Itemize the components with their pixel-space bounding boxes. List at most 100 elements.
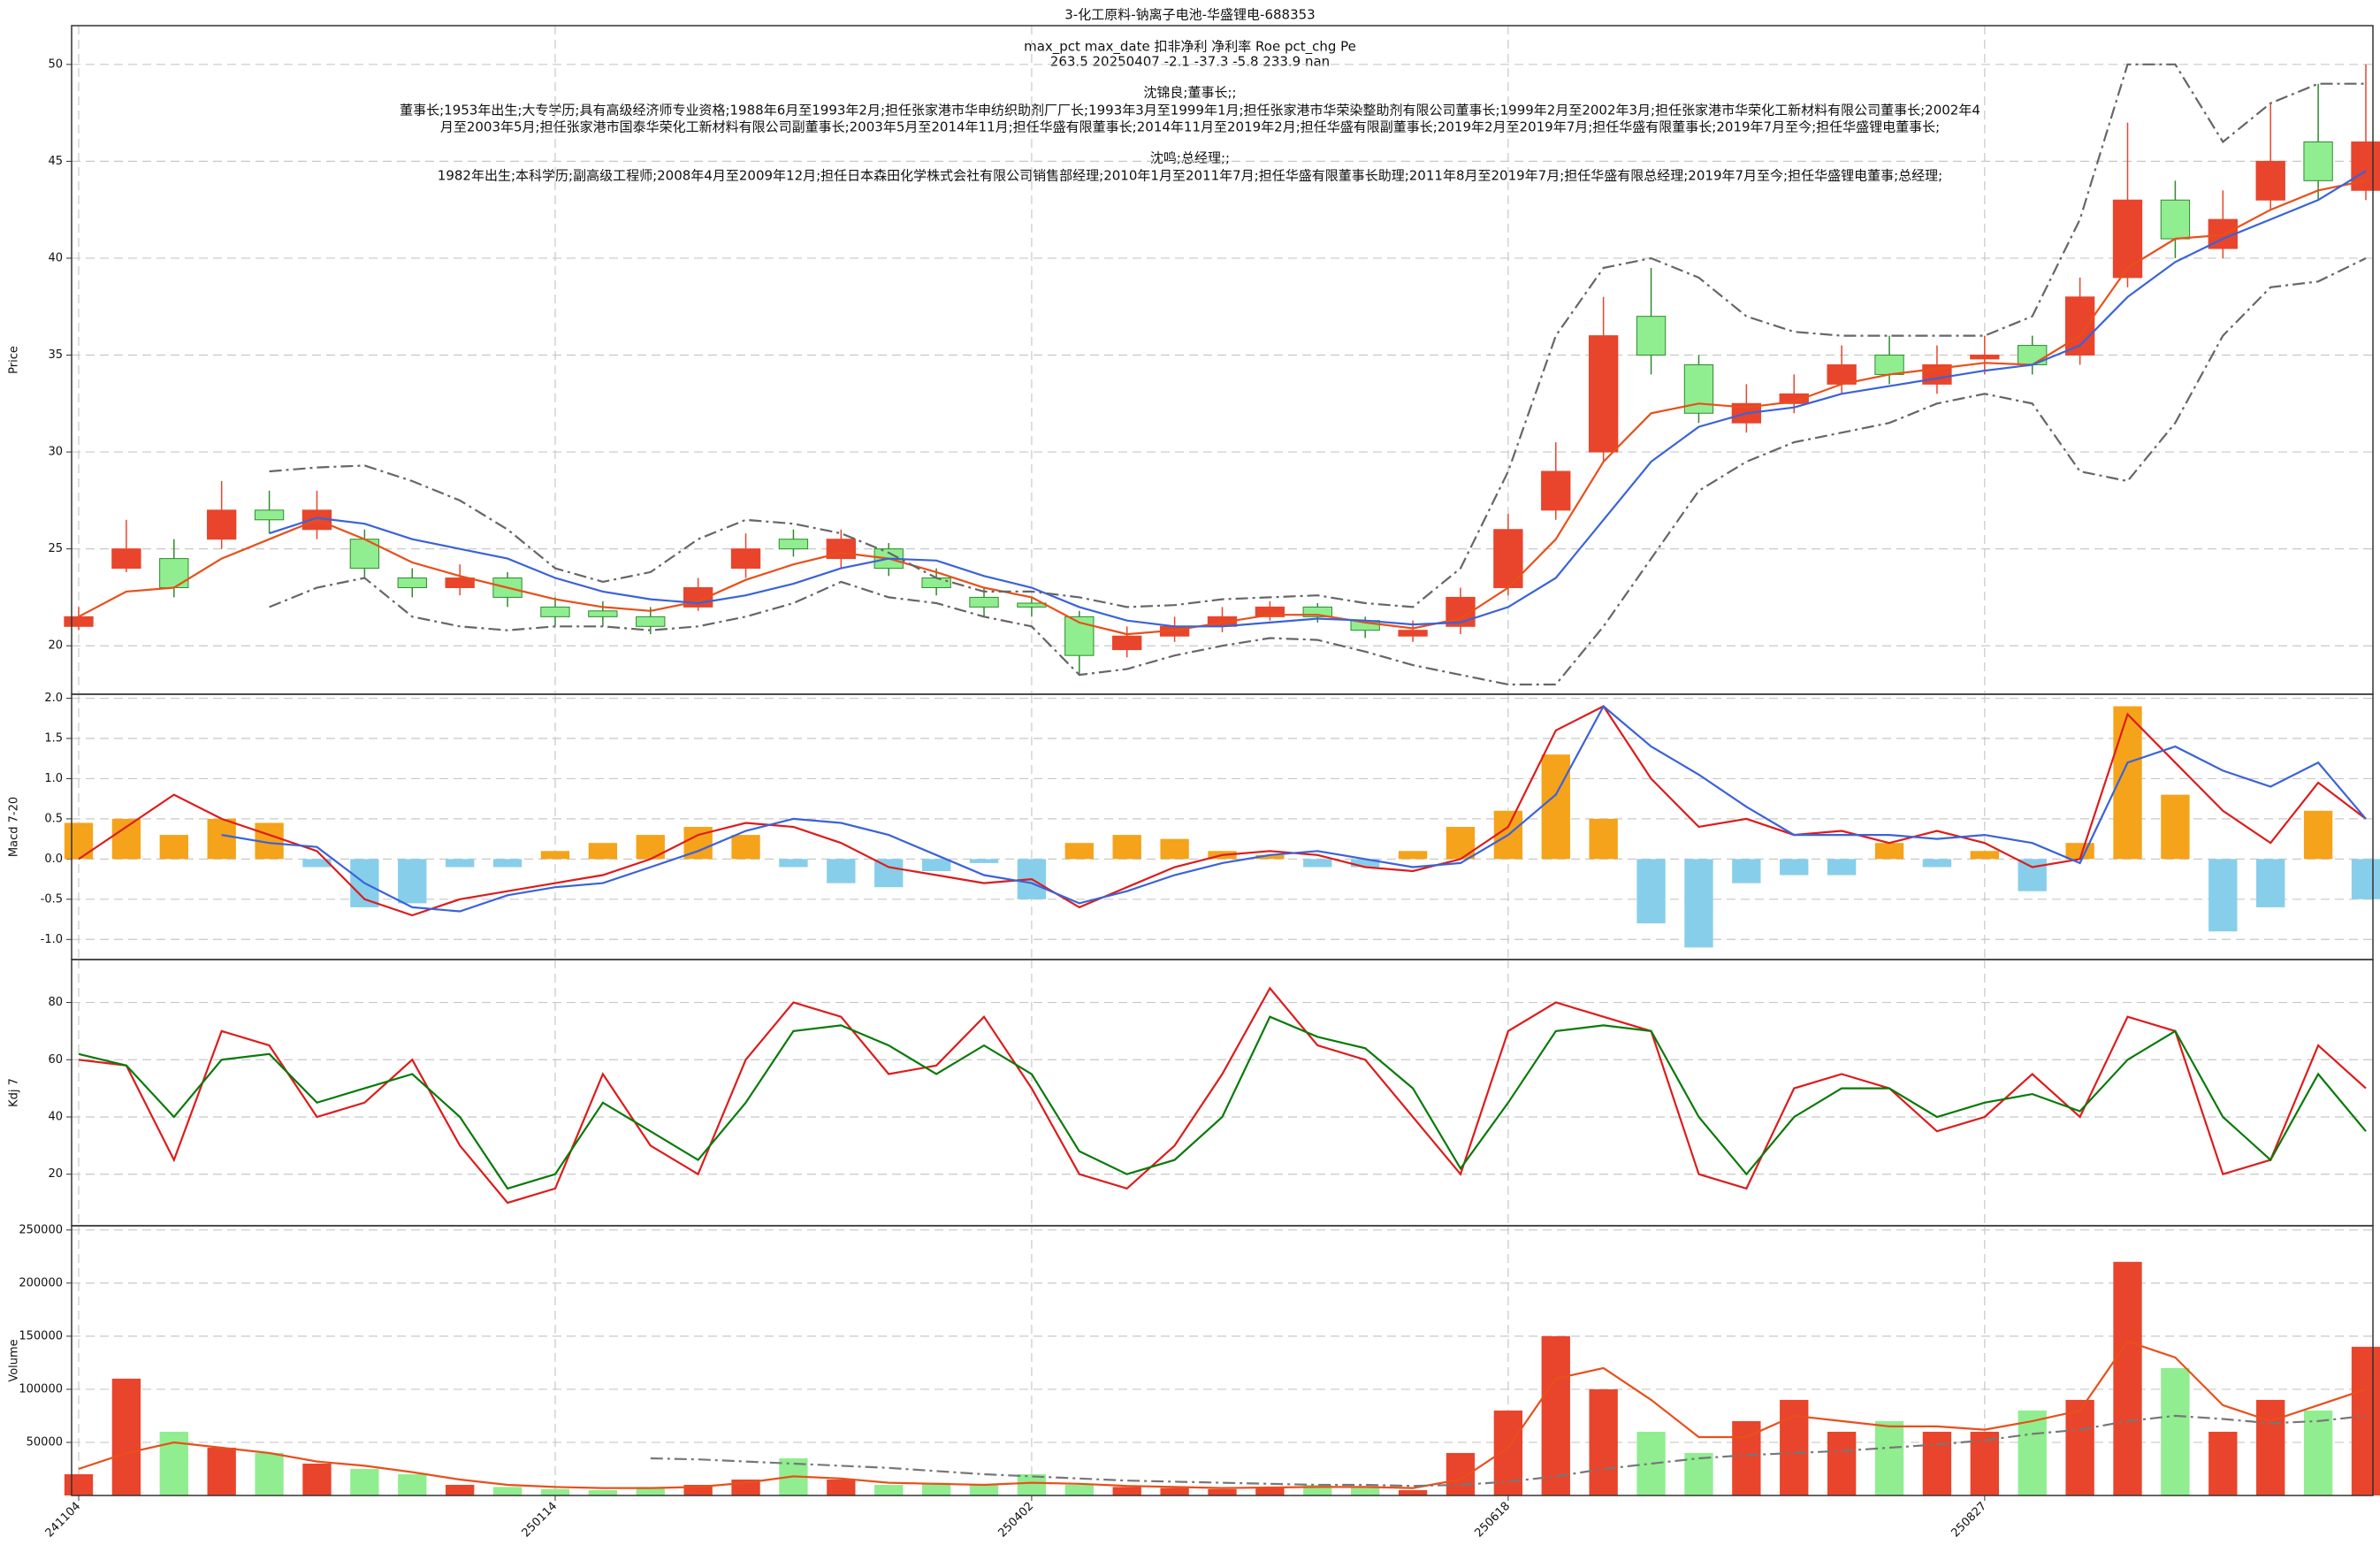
candle-body xyxy=(1302,606,1332,617)
y-axis-label: Volume xyxy=(8,1339,21,1381)
volume-bar xyxy=(1589,1388,1618,1495)
macd-bar xyxy=(1112,835,1141,860)
y-tick-label: 25 xyxy=(48,542,63,555)
y-axis-label: Macd 7-20 xyxy=(8,797,21,857)
y-tick-label: 40 xyxy=(48,251,63,264)
volume-bar xyxy=(2018,1410,2047,1495)
y-tick-label: 0.0 xyxy=(44,853,63,866)
candle-body xyxy=(397,577,427,588)
y-tick-label: 0.5 xyxy=(44,812,63,825)
volume-bar xyxy=(2256,1399,2285,1495)
macd-bar xyxy=(1636,859,1666,924)
macd-bar xyxy=(1922,859,1952,868)
macd-bar xyxy=(2161,794,2190,860)
y-tick-label: 200000 xyxy=(19,1276,63,1289)
volume-bar xyxy=(588,1489,618,1495)
y-axis-label: Kdj 7 xyxy=(8,1078,21,1107)
x-tick-label: 250402 xyxy=(996,1500,1037,1541)
y-tick-label: 20 xyxy=(48,1167,63,1181)
volume-bar xyxy=(302,1463,332,1495)
volume-bar xyxy=(159,1431,188,1495)
macd-bar xyxy=(1303,859,1332,868)
macd-bar xyxy=(159,835,188,860)
line xyxy=(269,170,2367,628)
volume-bar xyxy=(445,1484,475,1495)
candle-body xyxy=(1017,602,1047,608)
y-tick-label: -0.5 xyxy=(41,892,63,906)
volume-bar xyxy=(874,1484,904,1495)
volume-bar xyxy=(969,1484,999,1495)
candle-body xyxy=(2112,199,2143,279)
y-tick-label: 150000 xyxy=(19,1329,63,1342)
volume-bar xyxy=(2351,1346,2380,1495)
candle-body xyxy=(921,577,951,588)
volume-bar xyxy=(1017,1473,1047,1495)
line xyxy=(78,986,2367,1205)
volume-bar xyxy=(1780,1399,1809,1495)
macd-bar xyxy=(398,859,427,904)
macd-bar xyxy=(2208,859,2238,932)
candle-body xyxy=(1255,606,1285,617)
candle-body xyxy=(159,558,189,588)
y-tick-label: 45 xyxy=(48,155,63,168)
macd-bar xyxy=(969,859,999,863)
y-tick-label: 2.0 xyxy=(44,692,63,705)
chart-title: 3-化工原料-钠离子电池-华盛锂电-688353 xyxy=(1064,7,1315,23)
macd-bar xyxy=(2018,859,2047,891)
candle-body xyxy=(2160,199,2191,240)
volume-bar xyxy=(64,1473,94,1495)
y-tick-label: 40 xyxy=(48,1111,63,1124)
volume-bar xyxy=(636,1487,665,1495)
volume-bar xyxy=(540,1488,570,1495)
volume-bar xyxy=(1636,1431,1666,1495)
line xyxy=(78,180,2367,636)
macd-bar xyxy=(111,818,141,860)
candle-body xyxy=(730,548,761,570)
y-tick-label: -1.0 xyxy=(41,933,63,946)
macd-bar xyxy=(1970,851,2000,860)
volume-bar xyxy=(1398,1489,1428,1495)
annotation: max_pct max_date 扣非净利 净利率 Roe pct_chg Pe xyxy=(1024,39,1356,56)
candle-body xyxy=(969,596,999,608)
volume-bar xyxy=(921,1482,951,1495)
macd-bar xyxy=(731,835,760,860)
y-tick-label: 80 xyxy=(48,996,63,1009)
macd-bar xyxy=(64,822,94,860)
annotation: 1982年出生;本科学历;副高级工程师;2008年4月至2009年12月;担任日… xyxy=(438,168,1942,184)
macd-bar xyxy=(1874,843,1904,860)
macd-bar xyxy=(874,859,904,888)
macd-bar xyxy=(492,859,523,868)
candle-body xyxy=(1541,470,1571,511)
candle-body xyxy=(1493,529,1523,588)
macd-bar xyxy=(1064,843,1094,860)
line xyxy=(269,257,2367,686)
y-tick-label: 20 xyxy=(48,639,63,653)
volume-bar xyxy=(1827,1431,1857,1495)
line xyxy=(650,1414,2367,1488)
volume-bar xyxy=(1922,1431,1952,1495)
candle-body xyxy=(1588,335,1619,453)
macd-bar xyxy=(207,818,236,860)
volume-bar xyxy=(1064,1484,1094,1495)
annotation: 沈锦良;董事长;; xyxy=(1143,85,1236,101)
candle-body xyxy=(254,509,285,521)
volume-bar xyxy=(1351,1487,1380,1495)
y-tick-label: 50 xyxy=(48,57,63,71)
y-axis-label: Price xyxy=(8,346,21,374)
panel-frame xyxy=(71,1225,2374,1496)
volume-bar xyxy=(350,1468,379,1495)
volume-bar xyxy=(207,1447,236,1495)
line xyxy=(78,1340,2367,1489)
candle-body xyxy=(2018,345,2048,365)
y-tick-label: 1.0 xyxy=(44,772,63,785)
macd-bar xyxy=(1446,827,1476,860)
volume-bar xyxy=(492,1487,523,1495)
line xyxy=(78,705,2367,917)
macd-bar xyxy=(636,835,665,860)
volume-bar xyxy=(1112,1487,1141,1495)
macd-bar xyxy=(2303,810,2333,860)
volume-bar xyxy=(1970,1431,2000,1495)
annotation: 263.5 20250407 -2.1 -37.3 -5.8 233.9 nan xyxy=(1050,54,1330,70)
macd-bar xyxy=(540,851,570,860)
panel-frame xyxy=(71,693,2374,960)
